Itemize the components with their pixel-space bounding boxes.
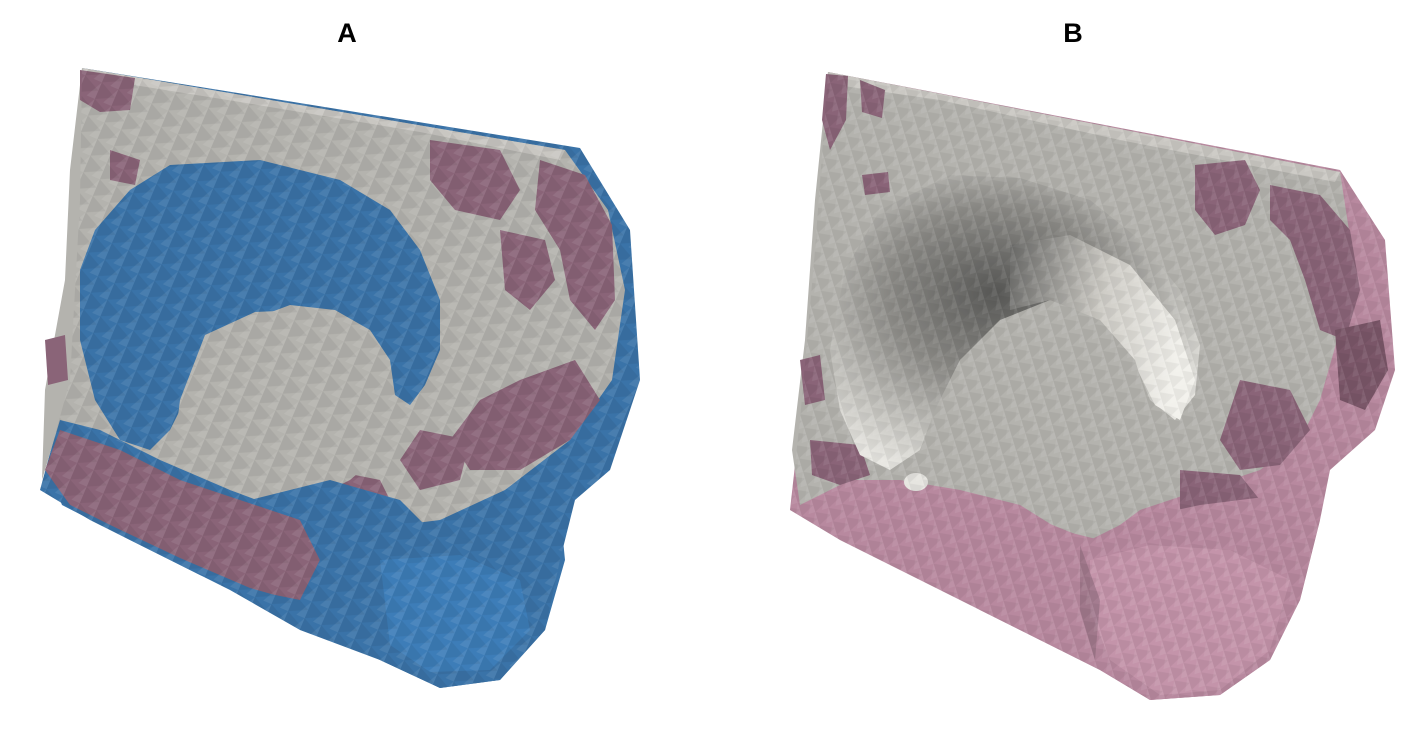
panel-b-mesh <box>790 72 1395 700</box>
panel-label-b: B <box>1063 18 1083 48</box>
panel-label-a: A <box>337 18 357 48</box>
panel-a-mesh <box>40 68 640 688</box>
